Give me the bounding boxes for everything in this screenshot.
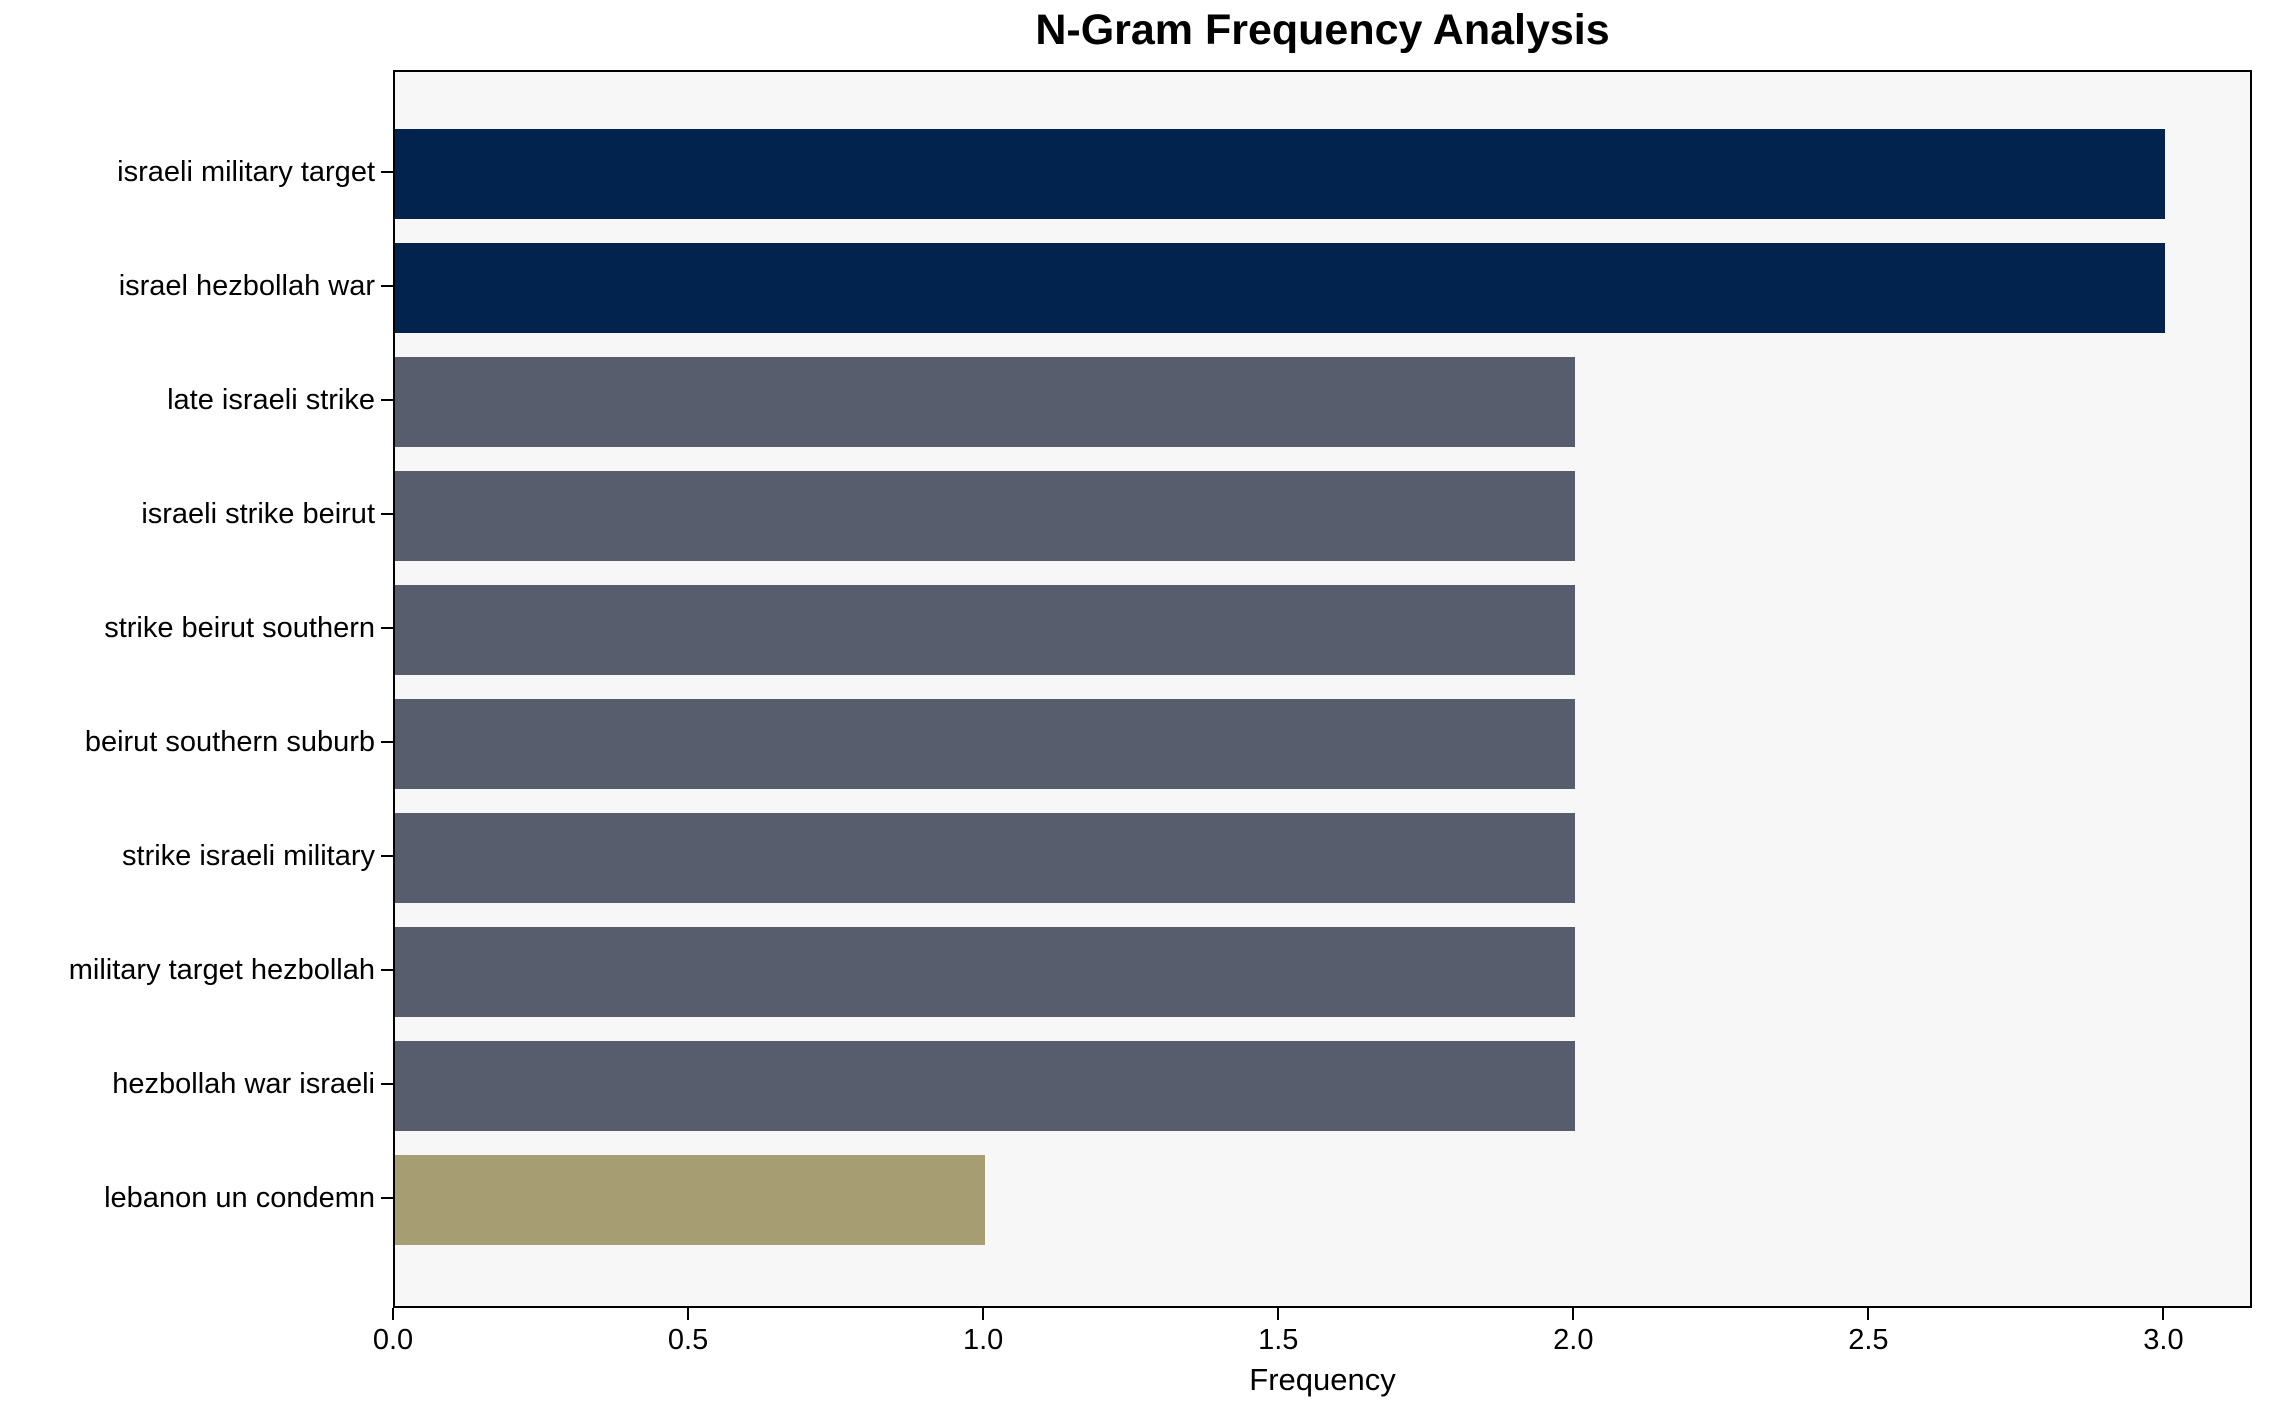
x-tick-label: 2.0 [1553,1324,1594,1356]
x-tick-mark [1867,1308,1870,1320]
x-axis-label: Frequency [1249,1362,1396,1397]
x-tick-label: 1.5 [1258,1324,1299,1356]
y-tick-mark [381,399,393,401]
y-tick-label: israeli strike beirut [141,498,375,530]
y-tick-mark [381,627,393,629]
y-tick-label: hezbollah war israeli [112,1068,375,1100]
x-tick-label: 2.5 [1848,1324,1889,1356]
y-tick-label: israel hezbollah war [118,270,375,302]
x-tick-label: 1.0 [962,1324,1004,1356]
y-tick-label: beirut southern suburb [84,726,375,758]
x-tick-mark [1572,1308,1575,1320]
bar [395,813,1575,903]
y-tick-label: lebanon un condemn [104,1182,375,1214]
y-tick-mark [381,1197,393,1199]
x-tick-mark [392,1308,394,1320]
bar [395,471,1575,561]
bar [395,243,2165,333]
y-tick-label: strike israeli military [122,840,375,872]
bar [395,699,1575,789]
y-tick-label: strike beirut southern [104,612,375,644]
x-tick-label: 0.5 [667,1324,709,1356]
x-tick-label: 0.0 [372,1324,414,1356]
bar [395,1041,1575,1131]
y-tick-mark [381,741,393,743]
bar [395,927,1575,1017]
y-tick-mark [381,285,393,287]
y-tick-label: late israeli strike [167,384,375,416]
y-tick-label: israeli military target [117,156,375,188]
y-tick-mark [381,171,393,173]
bar [395,357,1575,447]
x-tick-mark [687,1308,690,1320]
bar [395,129,2165,219]
bar [395,585,1575,675]
x-tick-mark [1277,1308,1280,1320]
y-tick-mark [381,1083,393,1085]
chart-title: N-Gram Frequency Analysis [1035,6,1610,54]
y-tick-mark [381,855,393,857]
y-tick-label: military target hezbollah [68,954,375,986]
y-tick-mark [381,513,393,515]
y-tick-mark [381,969,393,971]
x-tick-mark [982,1308,985,1320]
bar [395,1155,985,1245]
x-tick-mark [2162,1308,2165,1320]
x-tick-label: 3.0 [2143,1324,2184,1356]
plot-area [393,70,2252,1308]
